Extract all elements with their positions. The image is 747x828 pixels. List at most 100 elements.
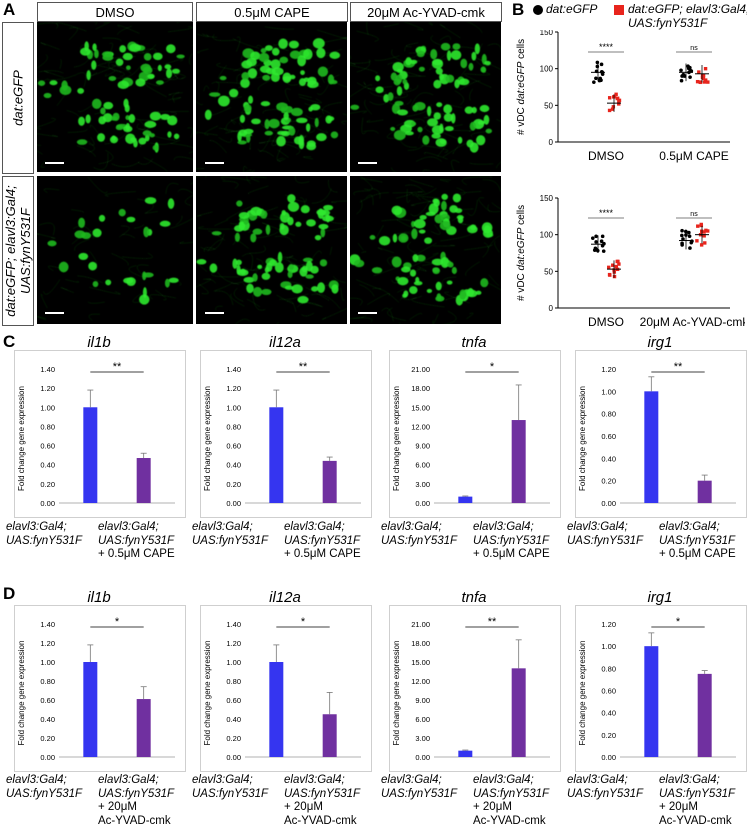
scatter-point (616, 260, 619, 263)
bar-x-label: Ac-YVAD-cmk (98, 815, 171, 828)
bar-x-label: elavl3:Gal4; (567, 774, 628, 788)
scale-bar (45, 312, 64, 314)
scatter-point (608, 109, 611, 112)
scale-bar (205, 312, 224, 314)
bar-chart-svg: Fold change gene expression0.000.200.400… (15, 606, 185, 771)
bar-chart-svg: Fold change gene expression0.000.200.400… (576, 351, 746, 517)
scatter-ylabel: # vDC dat:eGFP cells (516, 205, 527, 301)
scatter-point (594, 240, 598, 244)
scale-bar (358, 312, 377, 314)
scatter-point (679, 68, 683, 72)
bar-x-label: + 20μM (473, 801, 512, 815)
bar-x-label: + 0.5μM CAPE (473, 548, 550, 562)
bar-tick-label: 0.00 (415, 499, 430, 508)
bar-chart-title: tnfa (454, 589, 494, 606)
micrograph-mutant-cape (196, 176, 347, 324)
bar-chart-title: irg1 (640, 589, 680, 606)
bar-tick-label: 1.20 (226, 639, 241, 648)
bar (269, 662, 283, 757)
bar-tick-label: 1.40 (226, 620, 241, 629)
bar-x-label: Ac-YVAD-cmk (284, 815, 357, 828)
scatter-point (706, 229, 709, 232)
bar-ylabel: Fold change gene expression (578, 641, 587, 746)
bar-tick-label: 1.00 (40, 403, 55, 412)
bar-tick-label: 18.00 (411, 384, 430, 393)
micrograph-mutant-dmso (37, 176, 193, 324)
bar-chart-svg: Fold change gene expression0.003.006.009… (390, 351, 560, 517)
bar-x-label: elavl3:Gal4; (473, 774, 534, 788)
scatter-point (695, 239, 698, 242)
scatter-point (591, 236, 595, 240)
bar (512, 668, 526, 757)
column-header-cape: 0.5μM CAPE (196, 2, 348, 22)
bar-chart-title: il12a (265, 334, 305, 351)
bar-tick-label: 0.40 (40, 461, 55, 470)
scale-bar (205, 162, 224, 164)
scatter-point (690, 239, 694, 243)
bar-tick-label: 1.20 (601, 620, 616, 629)
bar-tick-label: 18.00 (411, 639, 430, 648)
bar-ylabel: Fold change gene expression (392, 386, 401, 491)
bar-tick-label: 0.80 (226, 422, 241, 431)
bar-tick-label: 3.00 (415, 734, 430, 743)
bar-tick-label: 1.00 (226, 658, 241, 667)
bar-tick-label: 1.40 (40, 365, 55, 374)
scatter-tick-label: 50 (544, 267, 553, 276)
bar (83, 662, 97, 757)
scatter-point (613, 95, 616, 98)
bar-ylabel: Fold change gene expression (203, 641, 212, 746)
column-header-ac-yvad: 20μM Ac-YVAD-cmk (350, 2, 502, 22)
scatter-point (688, 234, 692, 238)
bar-tick-label: 0.00 (40, 753, 55, 762)
micrograph-control-ac-yvad (350, 22, 501, 172)
bar-x-label: + 0.5μM CAPE (284, 548, 361, 562)
bar-tick-label: 0.00 (226, 499, 241, 508)
bar-tick-label: 0.00 (415, 753, 430, 762)
bar-tick-label: 0.60 (601, 687, 616, 696)
scatter-point (600, 63, 604, 67)
bar-tick-label: 1.20 (40, 384, 55, 393)
bar-chart-svg: Fold change gene expression0.003.006.009… (390, 606, 560, 771)
scatter-point (696, 224, 699, 227)
scatter-plots: # vDC dat:eGFP cells050100150DMSO****0.5… (510, 30, 745, 342)
significance-label: * (490, 361, 495, 373)
bar-x-label: + 0.5μM CAPE (659, 548, 736, 562)
bar-x-label: UAS:fynY531F (659, 788, 735, 802)
bar-tick-label: 15.00 (411, 658, 430, 667)
bar-x-label: + 20μM (659, 801, 698, 815)
bar (323, 461, 337, 503)
bar-tick-label: 12.00 (411, 422, 430, 431)
bar (644, 391, 658, 503)
bar-tick-label: 0.80 (601, 410, 616, 419)
bar-tick-label: 0.80 (40, 677, 55, 686)
bar-x-label: elavl3:Gal4; (473, 521, 534, 535)
scatter-point (682, 73, 686, 77)
bar-tick-label: 1.20 (40, 639, 55, 648)
scatter-point (703, 80, 706, 83)
scatter-point (616, 97, 619, 100)
bar-chart-title: irg1 (640, 334, 680, 351)
bar-x-label: elavl3:Gal4; (284, 774, 345, 788)
scatter-point (680, 79, 684, 83)
scatter-point (688, 246, 692, 250)
bar-tick-label: 1.20 (226, 384, 241, 393)
bar-x-label: UAS:fynY531F (284, 535, 360, 549)
bar-tick-label: 0.00 (601, 753, 616, 762)
bar-tick-label: 0.80 (226, 677, 241, 686)
bar-chart-svg: Fold change gene expression0.000.200.400… (201, 606, 371, 771)
bar-x-label: Ac-YVAD-cmk (659, 815, 732, 828)
micrograph-control-cape (196, 22, 347, 172)
bar-tick-label: 0.20 (601, 477, 616, 486)
bar-tick-label: 21.00 (411, 365, 430, 374)
bar-tick-label: 0.60 (40, 442, 55, 451)
bar-x-label: UAS:fynY531F (567, 535, 643, 549)
scatter-point (615, 265, 618, 268)
bar-tick-label: 0.80 (601, 664, 616, 673)
legend-marker-control (533, 5, 543, 15)
scatter-point (680, 229, 684, 233)
scatter-point (598, 77, 602, 81)
scatter-point (680, 243, 684, 247)
